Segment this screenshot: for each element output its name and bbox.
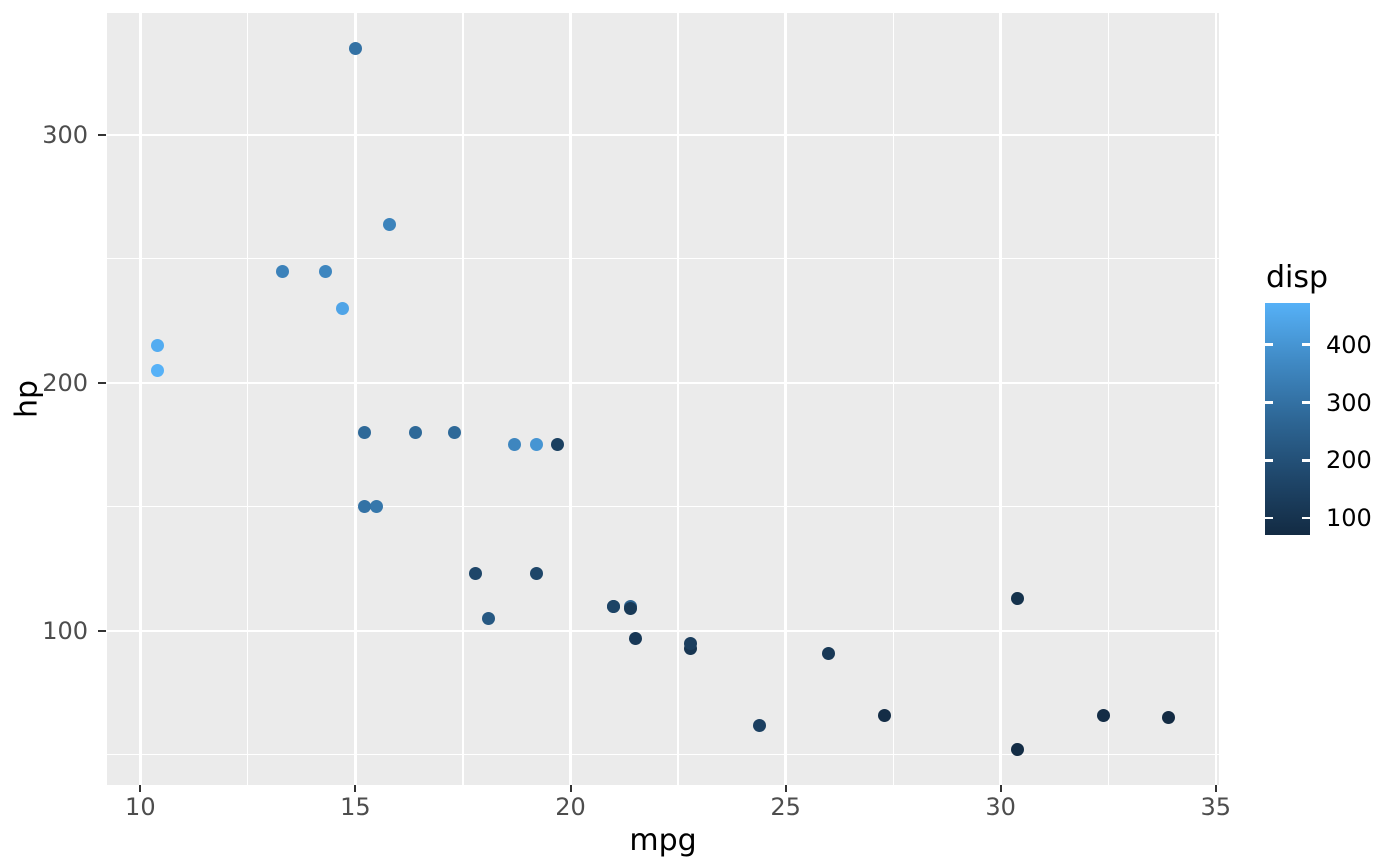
gridline-minor-x	[462, 13, 464, 785]
gridline-minor-y	[107, 258, 1219, 260]
gridline-major-x	[784, 13, 787, 785]
gridline-minor-y	[107, 754, 1219, 756]
data-point	[336, 301, 350, 315]
legend-tick-mark	[1302, 401, 1310, 404]
data-point	[551, 438, 565, 452]
legend-tick-label: 300	[1326, 388, 1372, 417]
x-tick-mark	[139, 785, 142, 792]
legend-tick-mark	[1302, 459, 1310, 462]
gridline-minor-y	[107, 506, 1219, 508]
x-tick-mark	[354, 785, 357, 792]
legend-tick-label: 400	[1326, 330, 1372, 359]
y-tick-label: 200	[42, 368, 88, 397]
legend-title: disp	[1266, 260, 1329, 295]
y-tick-label: 100	[42, 616, 88, 645]
data-point	[508, 438, 522, 452]
legend-tick-label: 100	[1326, 504, 1372, 533]
gridline-minor-x	[677, 13, 679, 785]
y-tick-mark	[98, 629, 106, 632]
data-point	[447, 425, 461, 439]
data-point	[383, 217, 397, 231]
gridline-major-y	[107, 629, 1219, 633]
legend-tick-mark	[1265, 517, 1273, 520]
gridline-major-x	[569, 13, 572, 785]
y-tick-mark	[98, 133, 106, 136]
y-tick-mark	[98, 381, 106, 384]
x-tick-label: 35	[1200, 793, 1232, 821]
data-point	[684, 636, 698, 650]
legend-colorbar	[1265, 303, 1310, 535]
legend-tick-mark	[1265, 459, 1273, 462]
data-point	[1011, 592, 1025, 606]
x-axis-title: mpg	[629, 823, 697, 858]
legend-tick-mark	[1265, 343, 1273, 346]
gridline-major-x	[1214, 13, 1217, 785]
data-point	[822, 646, 836, 660]
data-point	[1011, 743, 1025, 757]
x-tick-mark	[569, 785, 572, 792]
legend-tick-label: 200	[1326, 446, 1372, 475]
data-point	[1161, 711, 1175, 725]
legend-tick-mark	[1302, 343, 1310, 346]
x-tick-label: 25	[770, 793, 801, 821]
data-point	[469, 567, 483, 581]
gridline-major-y	[107, 133, 1219, 137]
gridline-major-y	[107, 381, 1219, 385]
data-point	[529, 567, 543, 581]
data-point	[357, 500, 371, 514]
gridline-minor-x	[892, 13, 894, 785]
x-tick-label: 10	[125, 793, 156, 821]
data-point	[409, 425, 423, 439]
data-point	[348, 41, 362, 55]
x-tick-label: 15	[340, 793, 371, 821]
data-point	[318, 264, 332, 278]
data-point	[151, 339, 165, 353]
data-point	[1097, 708, 1111, 722]
x-tick-mark	[784, 785, 787, 792]
gridline-major-x	[139, 13, 142, 785]
data-point	[624, 602, 638, 616]
data-point	[628, 631, 642, 645]
data-point	[878, 708, 892, 722]
data-point	[753, 718, 767, 732]
data-point	[357, 425, 371, 439]
y-tick-label: 300	[42, 120, 88, 149]
legend-tick-mark	[1265, 401, 1273, 404]
data-point	[607, 599, 621, 613]
gridline-major-x	[354, 13, 357, 785]
data-point	[151, 363, 165, 377]
x-tick-label: 20	[555, 793, 586, 821]
x-tick-mark	[1214, 785, 1217, 792]
data-point	[482, 611, 496, 625]
legend-tick-mark	[1302, 517, 1310, 520]
data-point	[370, 500, 384, 514]
data-point	[275, 264, 289, 278]
plot-panel	[107, 13, 1219, 785]
x-tick-mark	[999, 785, 1002, 792]
x-tick-label: 30	[985, 793, 1016, 821]
data-point	[529, 438, 543, 452]
gridline-minor-x	[1107, 13, 1109, 785]
gridline-major-x	[999, 13, 1002, 785]
gridline-minor-x	[247, 13, 249, 785]
